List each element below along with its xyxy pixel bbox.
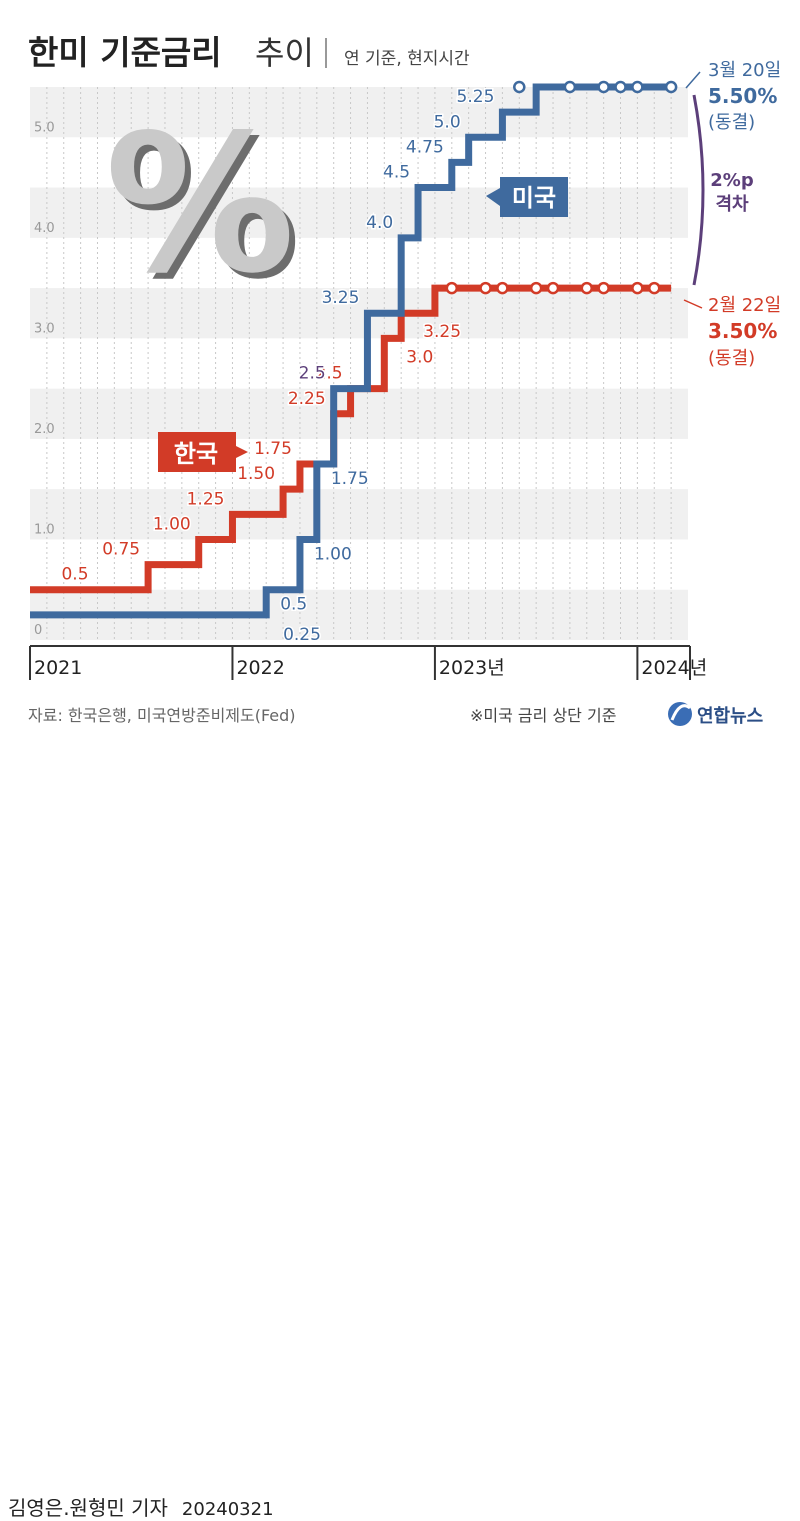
korea-data-label: 2.25 [288,389,326,409]
usa-data-label: 5.0 [434,112,461,132]
usa-annotation-status: (동결) [708,112,755,133]
band [30,288,688,339]
y-tick-label: 1.0 [34,522,55,537]
gap-label: 격차 [715,194,749,215]
hold-dot [563,80,577,94]
gap-annotation: 2%p 격차 [692,94,754,286]
korea-annotation-status: (동결) [708,348,755,369]
usa-data-label: 1.75 [331,469,369,489]
y-tick-label: 4.0 [34,221,55,236]
logo-text: 연합뉴스 [697,705,763,727]
background-bands [30,87,688,640]
x-tick-label: 2024년 [641,657,707,679]
y-tick-label: 2.0 [34,422,55,437]
chart-title-suffix: 추이 [255,34,314,72]
usa-data-label: 4.5 [383,163,410,183]
hold-dot [631,80,644,94]
y-axis-labels: 0 1.0 2.0 3.0 4.0 5.0 [34,120,55,638]
korea-data-label: 1.75 [254,439,292,459]
hold-dot [479,281,492,295]
hold-dot [580,281,594,295]
korea-data-label: 1.50 [237,464,275,484]
usa-annotation-rate: 5.50% [708,84,777,108]
chart-subtitle: 연 기준, 현지시간 [344,49,470,69]
footer: 김영은.원형민 기자 20240321 [0,740,800,1520]
korea-data-label: 3.0 [406,347,433,367]
korea-data-label: 3.25 [423,322,461,342]
hold-dot [597,80,610,94]
band [30,489,688,540]
hold-markers [445,80,678,295]
publish-date: 20240321 [181,1499,274,1520]
hold-dot [496,281,509,295]
svg-text:%: % [105,94,295,315]
usa-data-label: 4.75 [406,137,444,157]
usa-data-label: 2.5 [299,364,326,384]
svg-text:%: % [111,100,301,321]
byline: 김영은.원형민 기자 20240321 [8,1492,274,1521]
korea-data-label: 0.5 [61,565,88,585]
reporter-names: 김영은.원형민 기자 [8,1496,168,1520]
gap-value: 2%p [710,170,754,191]
x-tick-label: 2021 [34,657,82,679]
chart-title: 한미 기준금리 [28,33,222,72]
band [30,388,688,439]
hold-dot [529,281,543,295]
series-line-usa [30,83,672,619]
x-axis: 2021 2022 2023년 2024년 [29,645,707,680]
x-tick-label: 2022 [236,657,284,679]
usa-data-label: 3.25 [322,288,360,308]
band [30,187,688,238]
y-tick-label: 5.0 [34,120,55,135]
data-labels: 0.5 0.75 1.00 1.25 1.50 1.75 2.25 2.5 3.0 3.25 0.2… [60,86,496,647]
hold-dot [546,281,560,295]
usa-data-label: 4.0 [366,213,393,233]
hold-dot [614,80,627,94]
korea-data-label: 0.75 [102,540,140,560]
usa-badge-label: 미국 [512,184,556,212]
x-tick-label: 2023년 [439,657,505,679]
y-tick-label: 3.0 [34,321,55,336]
usa-annotation-date: 3월 20일 [708,60,781,81]
hold-dot [631,281,644,295]
hold-dot [513,80,526,94]
korea-data-label: 1.00 [153,514,191,534]
usa-data-label: 1.00 [314,544,352,564]
band [30,87,688,138]
korea-annotation: 2월 22일 3.50% (동결) [683,295,781,369]
usa-data-label: 0.25 [283,625,321,645]
rate-chart: % % 01.02.03.04.05.0 2021 2022 2023년 2024년 … [0,0,800,727]
hold-dot [648,281,661,295]
korea-badge-label: 한국 [174,440,218,468]
hold-dot [445,281,459,295]
usa-annotation: 3월 20일 5.50% (동결) [685,60,781,133]
usa-data-label: 5.25 [457,87,495,107]
yonhap-logo: 연합뉴스 [668,702,763,727]
korea-data-label: 1.25 [187,489,225,509]
korea-data-label: 2.5 [316,364,343,384]
footnote-text: ※미국 금리 상단 기준 [470,706,616,725]
percent-icon: % % [105,94,301,321]
korea-annotation-rate: 3.50% [708,319,777,343]
korea-badge: 한국 [158,432,248,472]
hold-dot [597,281,610,295]
korea-annotation-date: 2월 22일 [708,295,781,316]
hold-dot [664,80,678,94]
y-tick-label: 0 [34,623,42,638]
usa-data-label: 0.5 [280,595,307,615]
source-text: 자료: 한국은행, 미국연방준비제도(Fed) [28,706,296,725]
usa-badge: 미국 [486,177,568,217]
series-lines [30,83,672,619]
